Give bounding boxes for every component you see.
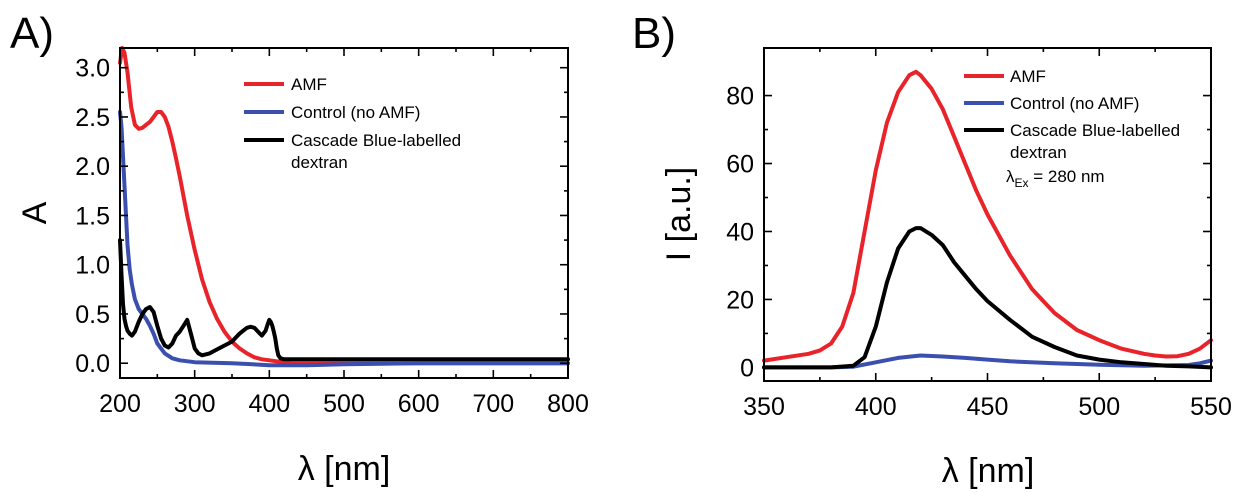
fluorescence-legend: AMF Control (no AMF) Cascade Blue-labell… [964, 67, 1180, 190]
fluorescence-y-tick-label: 40 [726, 218, 754, 246]
absorbance-legend: AMF Control (no AMF) Cascade Blue-labell… [244, 75, 461, 172]
absorbance-x-tick-label: 300 [174, 390, 216, 418]
absorbance-x-tick-label: 400 [248, 390, 290, 418]
absorbance-y-axis-title: A [16, 201, 54, 224]
fluorescence-y-tick-label: 80 [726, 83, 754, 111]
fluorescence-y-axis-title: I [a.u.] [660, 167, 698, 262]
legend-a-amf-label: AMF [291, 75, 327, 94]
absorbance-series-control [118, 110, 570, 368]
fluorescence-x-tick-label: 350 [743, 393, 785, 421]
legend-a-cascade-label: Cascade Blue-labelled dextran [291, 131, 461, 172]
fluorescence-x-tick-label: 500 [1078, 393, 1120, 421]
fluorescence-series-cascade [762, 226, 1213, 370]
legend-a-control-label: Control (no AMF) [291, 103, 420, 122]
absorbance-x-tick-label: 600 [398, 390, 440, 418]
absorbance-x-tick-label: 200 [99, 390, 141, 418]
absorbance-x-axis-title: λ [nm] [298, 450, 391, 488]
legend-b-amf-label: AMF [1010, 67, 1046, 86]
absorbance-series-cascade [118, 238, 570, 362]
excitation-wavelength-annotation: λEx = 280 nm [1006, 167, 1105, 190]
fluorescence-x-axis-title: λ [nm] [942, 452, 1035, 490]
fluorescence-panel: B) 350 400 450 500 550 0 20 40 60 80 λ [nm] I [a.… [632, 9, 1232, 490]
absorbance-y-tick-label: 1.5 [75, 202, 110, 230]
fluorescence-y-tick-label: 20 [726, 286, 754, 314]
absorbance-y-tick-label: 2.5 [75, 104, 110, 132]
absorbance-y-tick-label: 0.5 [75, 301, 110, 329]
absorbance-x-tick-label: 500 [323, 390, 365, 418]
panel-b-letter: B) [632, 9, 676, 58]
absorbance-y-tick-label: 1.0 [75, 252, 110, 280]
fluorescence-x-tick-label: 450 [967, 393, 1009, 421]
annotation-lambda: λ [1006, 167, 1015, 186]
legend-b-cascade-label: Cascade Blue-labelled dextran [1010, 121, 1180, 162]
annotation-value: = 280 nm [1029, 167, 1105, 186]
absorbance-ticks: 200 300 400 500 600 700 800 0.0 0.5 1.0 1.5 2.0 2.5 3… [75, 48, 589, 418]
absorbance-x-tick-label: 800 [547, 390, 589, 418]
fluorescence-y-tick-label: 60 [726, 151, 754, 179]
panel-a-letter: A) [10, 9, 54, 58]
fluorescence-x-tick-label: 400 [855, 393, 897, 421]
fluorescence-x-tick-label: 550 [1190, 393, 1232, 421]
fluorescence-ticks: 350 400 450 500 550 0 20 40 60 80 [726, 48, 1232, 421]
absorbance-series-amf [118, 46, 570, 366]
absorbance-panel: A) 200 300 400 500 600 700 8000.00.51.01.52.02… [10, 9, 589, 488]
absorbance-y-tick-label: 2.0 [75, 153, 110, 181]
absorbance-y-tick-label: 3.0 [75, 55, 110, 83]
legend-b-control-label: Control (no AMF) [1010, 94, 1139, 113]
fluorescence-y-tick-label: 0 [740, 354, 754, 382]
fluorescence-series-amf [762, 69, 1213, 363]
annotation-subscript: Ex [1015, 176, 1029, 190]
absorbance-x-tick-label: 700 [472, 390, 514, 418]
fluorescence-series-group [762, 69, 1213, 370]
absorbance-series-group [118, 46, 570, 368]
absorbance-y-tick-label: 0.0 [75, 350, 110, 378]
